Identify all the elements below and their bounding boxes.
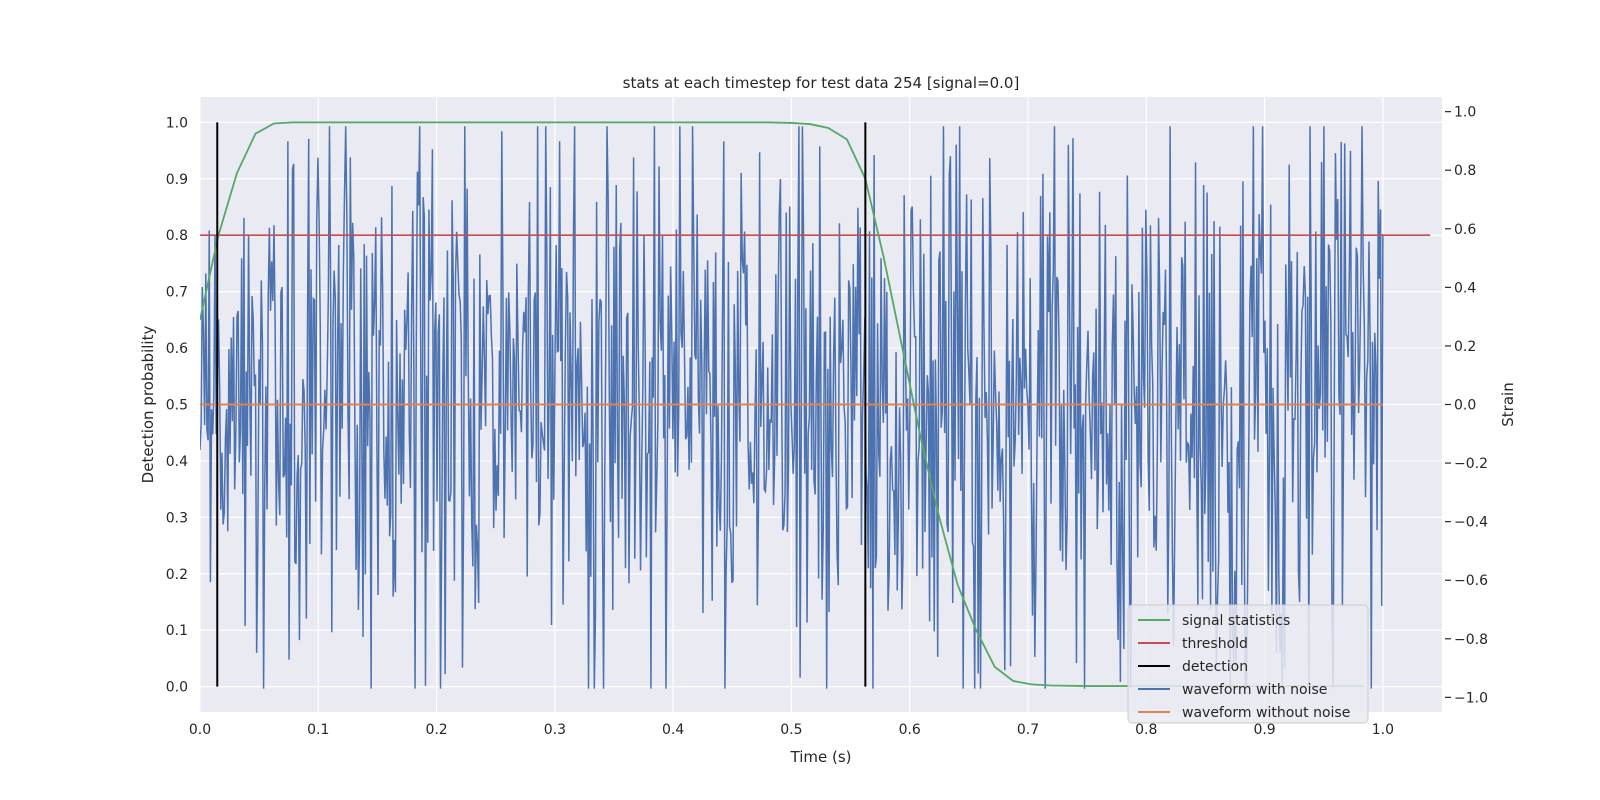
x-tick-label: 1.0: [1372, 722, 1394, 738]
x-tick-label: 0.6: [899, 722, 921, 738]
legend-label: detection: [1182, 659, 1248, 675]
y-right-tick-label: 0.4: [1454, 280, 1476, 296]
y-axis-right-label: Strain: [1499, 382, 1517, 426]
y-right-tick-label: −0.2: [1454, 456, 1488, 472]
y-right-tick-label: 1.0: [1454, 105, 1476, 121]
chart-title: stats at each timestep for test data 254…: [623, 74, 1020, 92]
legend-label: threshold: [1182, 636, 1248, 652]
legend-label: signal statistics: [1182, 613, 1290, 629]
legend-label: waveform without noise: [1182, 705, 1350, 721]
y-left-tick-label: 0.1: [166, 623, 188, 639]
series-group: [200, 121, 1431, 689]
x-tick-label: 0.2: [425, 722, 447, 738]
y-left-tick-label: 0.5: [166, 398, 188, 414]
signal-statistics-line: [200, 121, 1365, 687]
x-tick-label: 0.7: [1017, 722, 1039, 738]
y-left-tick-label: 0.7: [166, 285, 188, 301]
y-left-tick-label: 0.4: [166, 454, 188, 470]
legend-label: waveform with noise: [1182, 682, 1327, 698]
y-right-tick-label: 0.8: [1454, 163, 1476, 179]
x-tick-label: 0.0: [189, 722, 211, 738]
y-right-tick-label: −0.6: [1454, 573, 1488, 589]
x-tick-label: 0.4: [662, 722, 684, 738]
waveform-with-noise-line: [200, 126, 1384, 689]
x-tick-label: 0.9: [1253, 722, 1275, 738]
ticks: 0.0 0.1 0.2 0.3 0.4 0.5 0.6 0.7 0.8 0.9 1.0 0.0 0.1 0…: [166, 105, 1488, 738]
x-tick-label: 0.8: [1135, 722, 1157, 738]
series-layer: [200, 121, 1431, 689]
y-right-tick-label: −1.0: [1454, 690, 1488, 706]
x-axis-label: Time (s): [790, 748, 852, 766]
y-left-tick-label: 1.0: [166, 115, 188, 131]
y-axis-left-label: Detection probability: [139, 326, 157, 484]
legend-box: [1127, 604, 1369, 724]
y-right-tick-label: 0.2: [1454, 339, 1476, 355]
y-left-tick-label: 0.0: [166, 680, 188, 696]
y-right-tick-label: 0.6: [1454, 222, 1476, 238]
x-tick-label: 0.5: [780, 722, 802, 738]
y-left-tick-label: 0.2: [166, 567, 188, 583]
y-right-tick-label: 0.0: [1454, 398, 1476, 414]
y-left-tick-label: 0.8: [166, 228, 188, 244]
y-left-tick-label: 0.3: [166, 510, 188, 526]
y-left-tick-label: 0.6: [166, 341, 188, 357]
y-left-tick-label: 0.9: [166, 172, 188, 188]
x-tick-label: 0.1: [307, 722, 329, 738]
legend: signal statistics threshold detection wavef…: [1127, 604, 1369, 724]
x-tick-label: 0.3: [544, 722, 566, 738]
y-right-tick-label: −0.4: [1454, 515, 1488, 531]
y-right-tick-label: −0.8: [1454, 632, 1488, 648]
